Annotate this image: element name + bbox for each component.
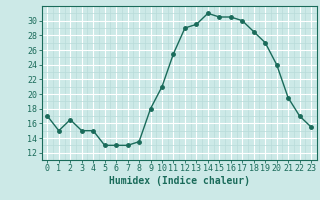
X-axis label: Humidex (Indice chaleur): Humidex (Indice chaleur) xyxy=(109,176,250,186)
